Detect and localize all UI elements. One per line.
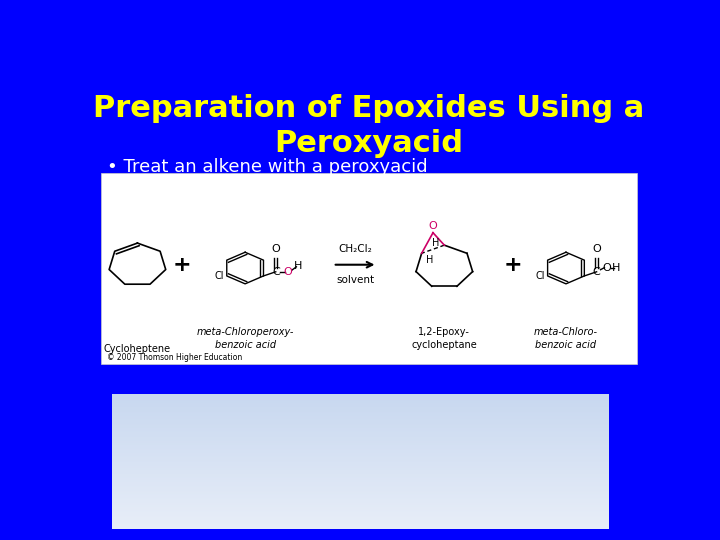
Text: meta-Chloroperoxy-
benzoic acid: meta-Chloroperoxy- benzoic acid xyxy=(197,327,294,349)
Text: +: + xyxy=(173,255,192,275)
Text: H: H xyxy=(294,260,302,271)
Text: © 2007 Thomson Higher Education: © 2007 Thomson Higher Education xyxy=(107,353,242,362)
Text: Cl: Cl xyxy=(536,271,545,281)
Text: H: H xyxy=(611,262,620,273)
FancyBboxPatch shape xyxy=(101,173,637,364)
Text: Peroxyacid: Peroxyacid xyxy=(274,129,464,158)
Text: O: O xyxy=(603,262,611,273)
Text: O: O xyxy=(284,267,292,277)
Text: • Treat an alkene with a peroxyacid: • Treat an alkene with a peroxyacid xyxy=(107,158,428,177)
Text: CH₂Cl₂: CH₂Cl₂ xyxy=(338,244,372,254)
Text: Cycloheptene: Cycloheptene xyxy=(104,344,171,354)
Text: 1,2-Epoxy-
cycloheptane: 1,2-Epoxy- cycloheptane xyxy=(411,327,477,349)
Text: O: O xyxy=(593,244,601,254)
Text: C: C xyxy=(593,267,600,277)
Text: C: C xyxy=(272,267,279,277)
Text: +: + xyxy=(504,255,522,275)
Text: O: O xyxy=(428,221,437,231)
Text: O: O xyxy=(271,244,280,254)
Text: solvent: solvent xyxy=(336,275,374,285)
Text: meta-Chloro-
benzoic acid: meta-Chloro- benzoic acid xyxy=(534,327,598,349)
Text: H: H xyxy=(433,238,440,248)
Text: Cl: Cl xyxy=(215,271,224,281)
Text: Preparation of Epoxides Using a: Preparation of Epoxides Using a xyxy=(94,94,644,123)
Text: H: H xyxy=(426,255,433,265)
